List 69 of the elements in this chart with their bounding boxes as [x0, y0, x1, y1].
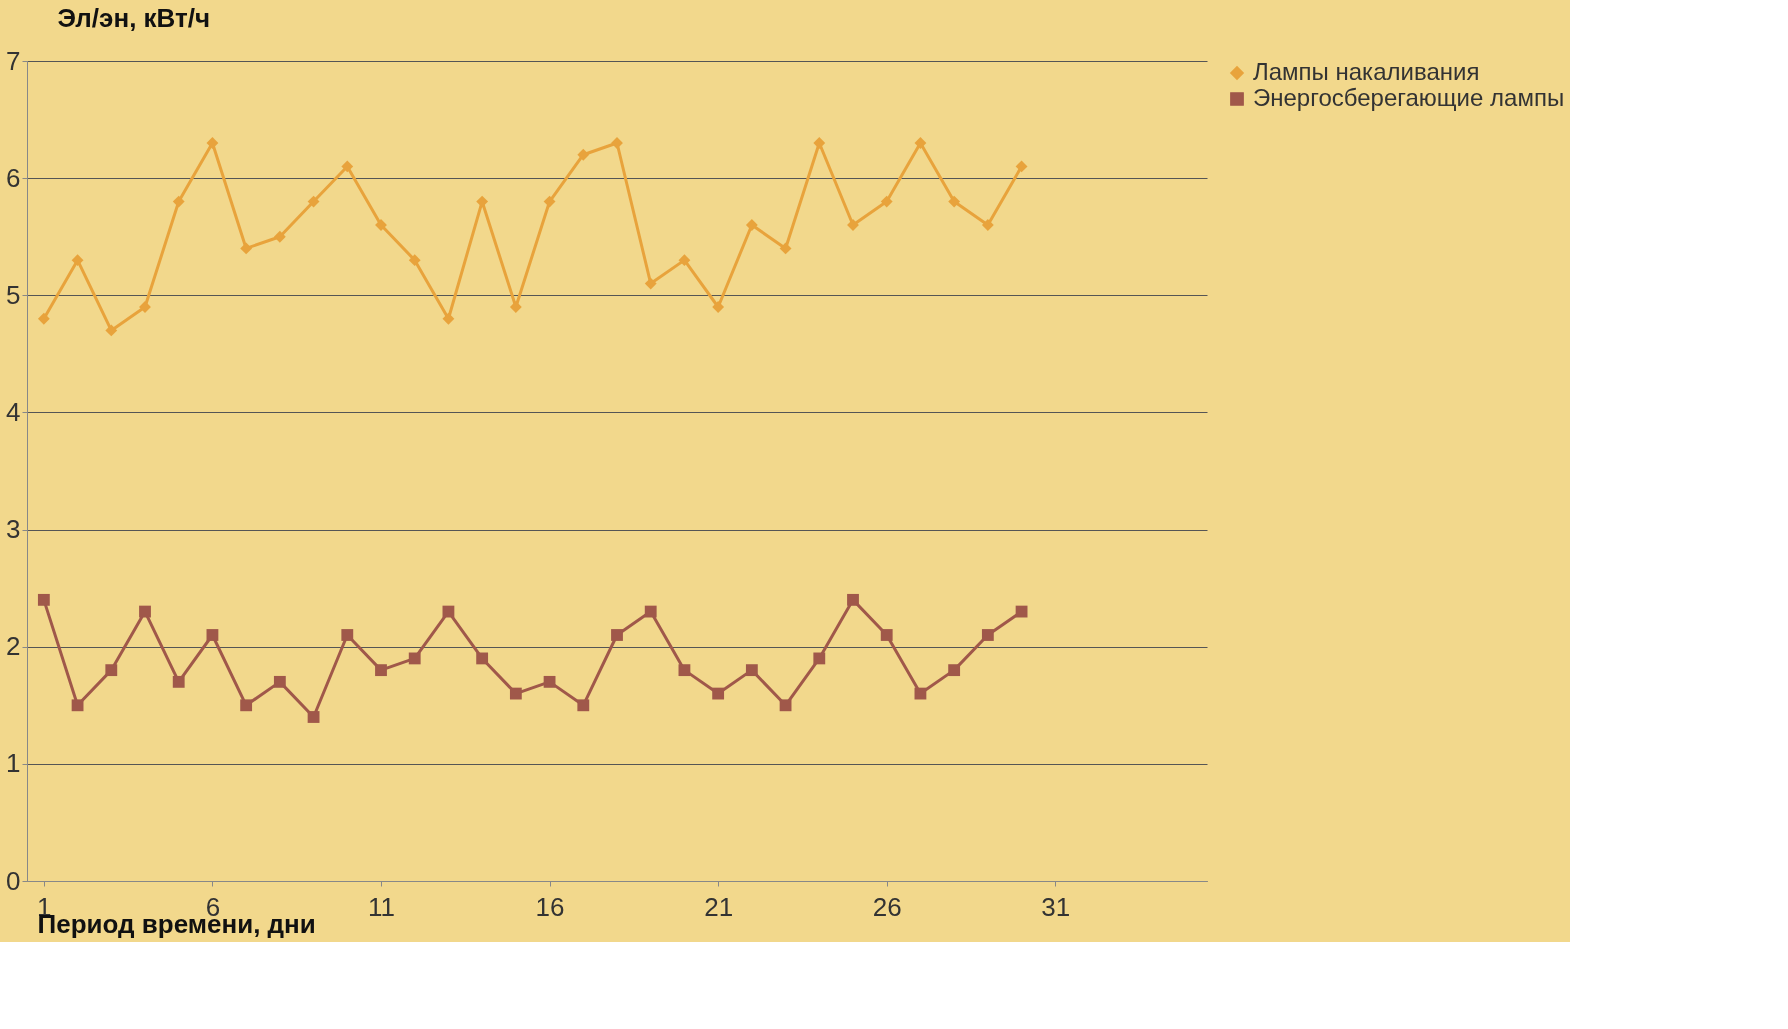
- point: [105, 664, 118, 677]
- x-tick-label: 21: [704, 891, 734, 922]
- point: [408, 254, 421, 267]
- point: [509, 687, 522, 700]
- point: [240, 242, 253, 255]
- point: [914, 137, 927, 149]
- point: [71, 254, 84, 267]
- point: [375, 664, 387, 677]
- point: [307, 195, 320, 208]
- point: [678, 254, 691, 267]
- point: [240, 699, 253, 712]
- point: [543, 195, 556, 208]
- point: [442, 312, 455, 325]
- point: [509, 301, 522, 313]
- point: [577, 148, 590, 161]
- point: [712, 687, 725, 700]
- x-tick-label: 11: [368, 891, 395, 922]
- point: [880, 195, 893, 208]
- point: [779, 242, 792, 255]
- point: [206, 137, 219, 149]
- point: [408, 652, 421, 665]
- point: [37, 593, 50, 606]
- point: [847, 593, 859, 606]
- y-tick-label: 3: [6, 514, 21, 545]
- point: [476, 195, 489, 208]
- y-tick-label: 4: [6, 396, 21, 427]
- point: [678, 664, 691, 677]
- y-tick-label: 1: [6, 748, 21, 779]
- point: [948, 664, 961, 677]
- y-tick-label: 0: [6, 865, 21, 896]
- point: [813, 652, 826, 665]
- y-tick-label: 5: [6, 279, 21, 310]
- point: [880, 629, 893, 641]
- point: [206, 629, 219, 641]
- point: [476, 652, 489, 665]
- point: [307, 711, 320, 723]
- y-tick-label: 7: [6, 45, 21, 76]
- point: [273, 675, 286, 688]
- point: [644, 605, 657, 618]
- point: [105, 324, 118, 337]
- point: [341, 629, 354, 641]
- point: [172, 675, 185, 688]
- point: [981, 219, 994, 231]
- legend-label: Энергосберегающие лампы: [1253, 84, 1565, 111]
- point: [1015, 160, 1028, 173]
- point: [813, 137, 826, 149]
- x-tick-label: 16: [535, 891, 565, 922]
- legend-label: Лампы накаливания: [1253, 58, 1480, 85]
- point: [712, 301, 725, 313]
- point: [139, 605, 151, 618]
- x-tick-label: 31: [1041, 891, 1071, 922]
- point: [543, 675, 556, 688]
- point: [779, 699, 792, 712]
- point: [71, 699, 84, 712]
- point: [611, 629, 623, 641]
- point: [981, 629, 994, 641]
- y-tick-label: 2: [6, 631, 21, 662]
- point: [644, 277, 657, 290]
- x-tick-label: 26: [872, 891, 902, 922]
- point: [37, 312, 50, 325]
- y-tick-label: 6: [6, 162, 21, 193]
- point: [172, 195, 185, 208]
- point: [745, 219, 758, 231]
- point: [273, 230, 286, 243]
- point: [577, 699, 590, 712]
- point: [341, 160, 354, 173]
- point: [745, 664, 758, 677]
- y-axis-title: Эл/эн, кВт/ч: [57, 2, 211, 33]
- point: [948, 195, 961, 208]
